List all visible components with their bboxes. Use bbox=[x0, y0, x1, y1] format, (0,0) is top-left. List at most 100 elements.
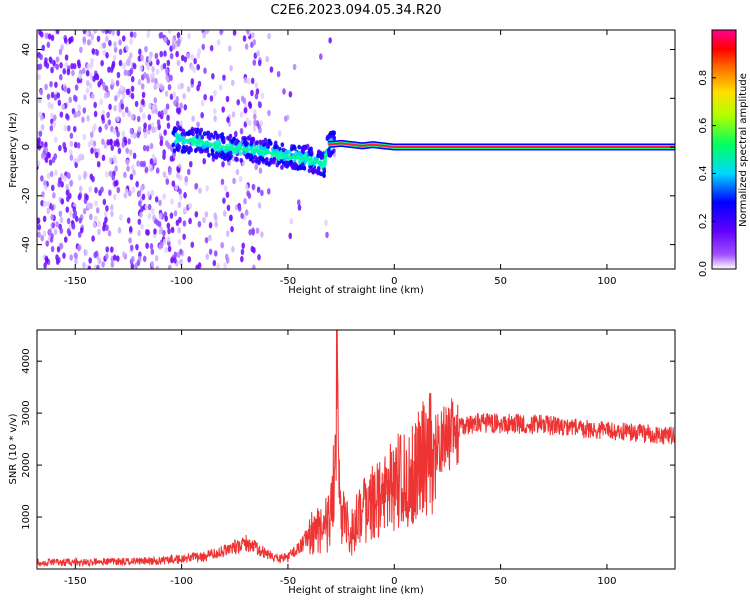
colorbar: 0.0 0.2 0.4 0.6 0.8 Normalized spectral ampl… bbox=[698, 29, 749, 277]
speckle bbox=[82, 107, 87, 114]
band-cell bbox=[304, 151, 308, 157]
speckle bbox=[60, 198, 65, 205]
speckle bbox=[288, 91, 293, 98]
speckle bbox=[250, 89, 254, 97]
speckle bbox=[246, 77, 251, 85]
speckle bbox=[51, 221, 56, 229]
speckle bbox=[230, 79, 235, 86]
speckle bbox=[44, 83, 48, 91]
speckle bbox=[105, 35, 109, 42]
speckle bbox=[150, 248, 155, 255]
speckle bbox=[83, 94, 87, 101]
speckle bbox=[159, 31, 164, 39]
speckle bbox=[127, 190, 132, 197]
speckle bbox=[196, 121, 200, 128]
speckle bbox=[127, 56, 132, 63]
speckle bbox=[114, 95, 118, 102]
speckle bbox=[167, 30, 172, 35]
speckle bbox=[87, 265, 92, 269]
speckle bbox=[328, 37, 332, 44]
speckle bbox=[43, 200, 47, 208]
speckle bbox=[158, 212, 163, 220]
band-cell bbox=[307, 160, 312, 166]
speckle bbox=[81, 67, 86, 74]
speckle bbox=[257, 59, 262, 67]
speckle bbox=[169, 52, 174, 60]
speckle bbox=[112, 155, 117, 162]
speckle bbox=[239, 127, 244, 135]
speckle bbox=[59, 242, 63, 249]
speckle bbox=[225, 191, 230, 198]
speckle bbox=[165, 103, 170, 110]
speckle bbox=[176, 59, 181, 67]
speckle bbox=[200, 99, 205, 107]
band-cell bbox=[194, 148, 198, 154]
speckle bbox=[106, 91, 110, 98]
speckle bbox=[238, 175, 243, 183]
speckle bbox=[57, 99, 62, 107]
speckle bbox=[120, 103, 125, 110]
speckle bbox=[257, 100, 262, 108]
speckle bbox=[135, 243, 139, 251]
band-cell bbox=[243, 137, 247, 143]
band-cell bbox=[258, 139, 263, 145]
speckle bbox=[163, 50, 167, 57]
speckle bbox=[131, 164, 135, 171]
speckle bbox=[77, 104, 82, 111]
speckle bbox=[149, 158, 154, 165]
speckle bbox=[63, 236, 68, 243]
speckle bbox=[226, 204, 231, 212]
band-cell bbox=[207, 152, 211, 158]
speckle bbox=[252, 124, 257, 132]
band-cell bbox=[193, 127, 198, 133]
speckle bbox=[219, 30, 223, 36]
speckle bbox=[243, 77, 248, 84]
speckle bbox=[53, 94, 58, 101]
speckle bbox=[146, 190, 151, 198]
speckle bbox=[239, 111, 244, 118]
speckle bbox=[254, 163, 258, 171]
speckle bbox=[256, 50, 260, 57]
speckle bbox=[162, 62, 167, 70]
speckle bbox=[126, 165, 130, 172]
speckle bbox=[90, 93, 95, 100]
speckle bbox=[153, 157, 158, 164]
speckle bbox=[48, 228, 52, 235]
speckle bbox=[74, 252, 78, 260]
speckle bbox=[49, 170, 54, 178]
speckle bbox=[190, 78, 195, 85]
speckle bbox=[69, 210, 73, 218]
speckle bbox=[267, 33, 271, 40]
speckle bbox=[100, 59, 104, 67]
band-cell bbox=[177, 125, 181, 131]
speckle bbox=[252, 264, 256, 269]
band-cell bbox=[225, 155, 229, 161]
speckle bbox=[124, 106, 129, 113]
speckle bbox=[154, 108, 159, 115]
speckle bbox=[267, 109, 271, 117]
speckle bbox=[203, 93, 207, 101]
speckle bbox=[277, 130, 282, 137]
speckle bbox=[212, 259, 217, 267]
colorbar-tick-label: 0.8 bbox=[698, 70, 709, 86]
band-cell bbox=[220, 135, 225, 141]
speckle bbox=[226, 116, 230, 123]
speckle bbox=[186, 168, 191, 176]
speckle bbox=[251, 32, 255, 39]
speckle bbox=[58, 210, 63, 217]
speckle bbox=[46, 207, 51, 215]
speckle bbox=[112, 254, 117, 261]
speckle bbox=[204, 211, 209, 218]
speckle bbox=[44, 141, 48, 148]
speckle bbox=[166, 59, 171, 67]
speckle bbox=[177, 227, 181, 234]
band-cell bbox=[206, 130, 210, 136]
speckle bbox=[59, 216, 64, 224]
speckle bbox=[196, 63, 200, 71]
speckle bbox=[242, 35, 247, 42]
speckle bbox=[154, 52, 159, 60]
speckle bbox=[142, 112, 146, 120]
band-cell bbox=[220, 150, 224, 156]
speckle bbox=[112, 193, 117, 201]
speckle bbox=[148, 56, 152, 63]
